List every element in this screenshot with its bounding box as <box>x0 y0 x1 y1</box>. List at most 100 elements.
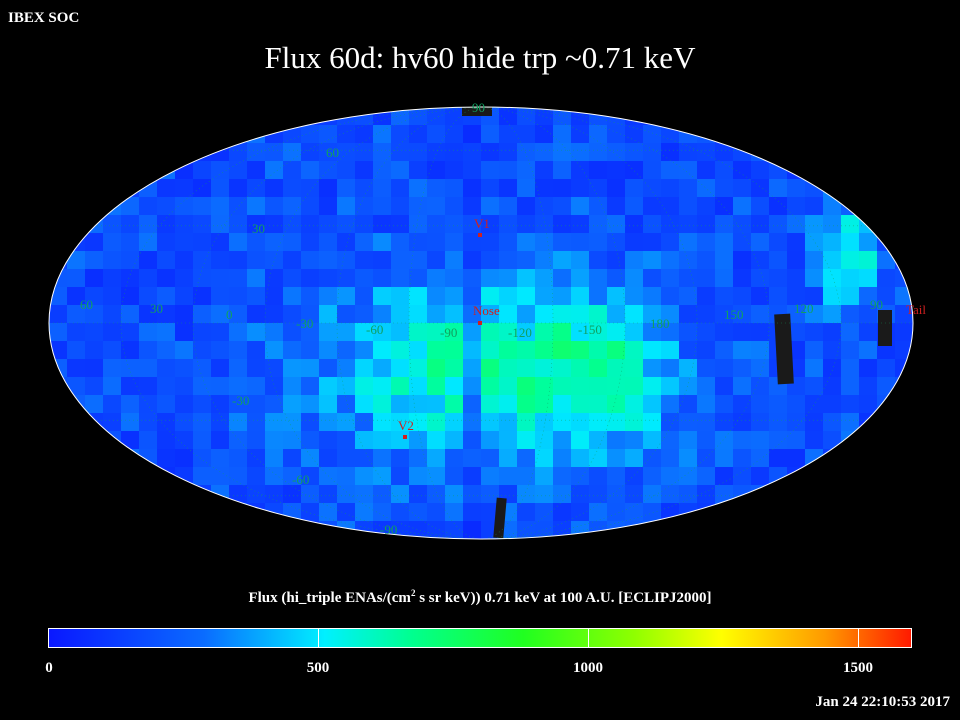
flux-tile <box>823 341 842 360</box>
flux-tile <box>193 449 212 468</box>
flux-tile <box>229 287 248 306</box>
flux-tile <box>175 431 194 450</box>
flux-tile <box>283 107 302 126</box>
flux-tile <box>607 521 626 539</box>
flux-tile <box>121 179 140 198</box>
flux-tile <box>517 305 536 324</box>
flux-tile <box>841 359 860 378</box>
flux-tile <box>751 269 770 288</box>
flux-tile <box>787 269 806 288</box>
flux-tile <box>121 449 140 468</box>
flux-tile <box>301 125 320 144</box>
flux-tile <box>517 269 536 288</box>
flux-tile <box>733 359 752 378</box>
flux-tile <box>463 521 482 539</box>
flux-tile <box>787 305 806 324</box>
flux-tile <box>103 305 122 324</box>
flux-tile <box>337 503 356 522</box>
flux-tile <box>427 413 446 432</box>
flux-tile <box>373 485 392 504</box>
flux-tile <box>715 323 734 342</box>
flux-tile <box>553 197 572 216</box>
flux-tile <box>625 449 644 468</box>
flux-tile <box>751 287 770 306</box>
flux-tile <box>157 251 176 270</box>
flux-tile <box>679 287 698 306</box>
flux-tile <box>409 413 428 432</box>
flux-tile <box>211 305 230 324</box>
lon-label-m30: -30 <box>296 316 313 331</box>
flux-tile <box>823 197 842 216</box>
flux-tile <box>427 233 446 252</box>
flux-tile <box>103 377 122 396</box>
flux-tile <box>535 161 554 180</box>
flux-tile <box>337 161 356 180</box>
flux-tile <box>49 233 68 252</box>
flux-tile <box>679 251 698 270</box>
flux-tile <box>337 359 356 378</box>
flux-tile <box>409 467 428 486</box>
flux-tile <box>301 359 320 378</box>
flux-tile <box>481 341 500 360</box>
flux-tile <box>301 341 320 360</box>
flux-tile <box>697 251 716 270</box>
flux-tile <box>355 323 374 342</box>
flux-tile <box>283 341 302 360</box>
flux-tile <box>589 269 608 288</box>
flux-tile <box>661 179 680 198</box>
flux-tile <box>499 323 518 342</box>
flux-tile <box>715 305 734 324</box>
flux-tile <box>589 323 608 342</box>
flux-tile <box>499 413 518 432</box>
flux-tile <box>319 395 338 414</box>
flux-tile <box>733 161 752 180</box>
flux-tile <box>553 251 572 270</box>
flux-tile <box>643 107 662 126</box>
flux-tile <box>409 431 428 450</box>
flux-tile <box>85 359 104 378</box>
flux-tile <box>625 125 644 144</box>
flux-tile <box>103 215 122 234</box>
flux-tile <box>175 179 194 198</box>
flux-tile <box>481 143 500 162</box>
flux-tile <box>553 431 572 450</box>
flux-tile <box>859 287 878 306</box>
flux-tile <box>427 449 446 468</box>
flux-tile <box>445 179 464 198</box>
flux-tile <box>265 323 284 342</box>
flux-tile <box>301 467 320 486</box>
flux-tile <box>751 215 770 234</box>
flux-tile <box>67 341 86 360</box>
flux-tile <box>355 251 374 270</box>
flux-tile <box>553 395 572 414</box>
flux-tile <box>283 233 302 252</box>
flux-tile <box>157 287 176 306</box>
flux-tile <box>499 125 518 144</box>
flux-tile <box>229 197 248 216</box>
flux-tile <box>679 485 698 504</box>
flux-tile <box>409 233 428 252</box>
flux-tile <box>535 197 554 216</box>
flux-tile <box>697 341 716 360</box>
flux-tile <box>121 305 140 324</box>
flux-tile <box>49 251 68 270</box>
flux-tile <box>733 377 752 396</box>
flux-tile <box>319 125 338 144</box>
flux-tile <box>301 305 320 324</box>
flux-tile <box>481 269 500 288</box>
flux-tile <box>409 377 428 396</box>
flux-tile <box>283 143 302 162</box>
flux-tile <box>589 233 608 252</box>
flux-tile <box>625 503 644 522</box>
flux-tile <box>553 233 572 252</box>
flux-tile <box>373 215 392 234</box>
flux-tile <box>229 467 248 486</box>
flux-tile <box>391 197 410 216</box>
flux-tile <box>517 413 536 432</box>
flux-tile <box>805 359 824 378</box>
flux-tile <box>787 161 806 180</box>
flux-tile <box>373 233 392 252</box>
flux-tile <box>463 287 482 306</box>
flux-tile <box>733 269 752 288</box>
flux-tile <box>283 215 302 234</box>
